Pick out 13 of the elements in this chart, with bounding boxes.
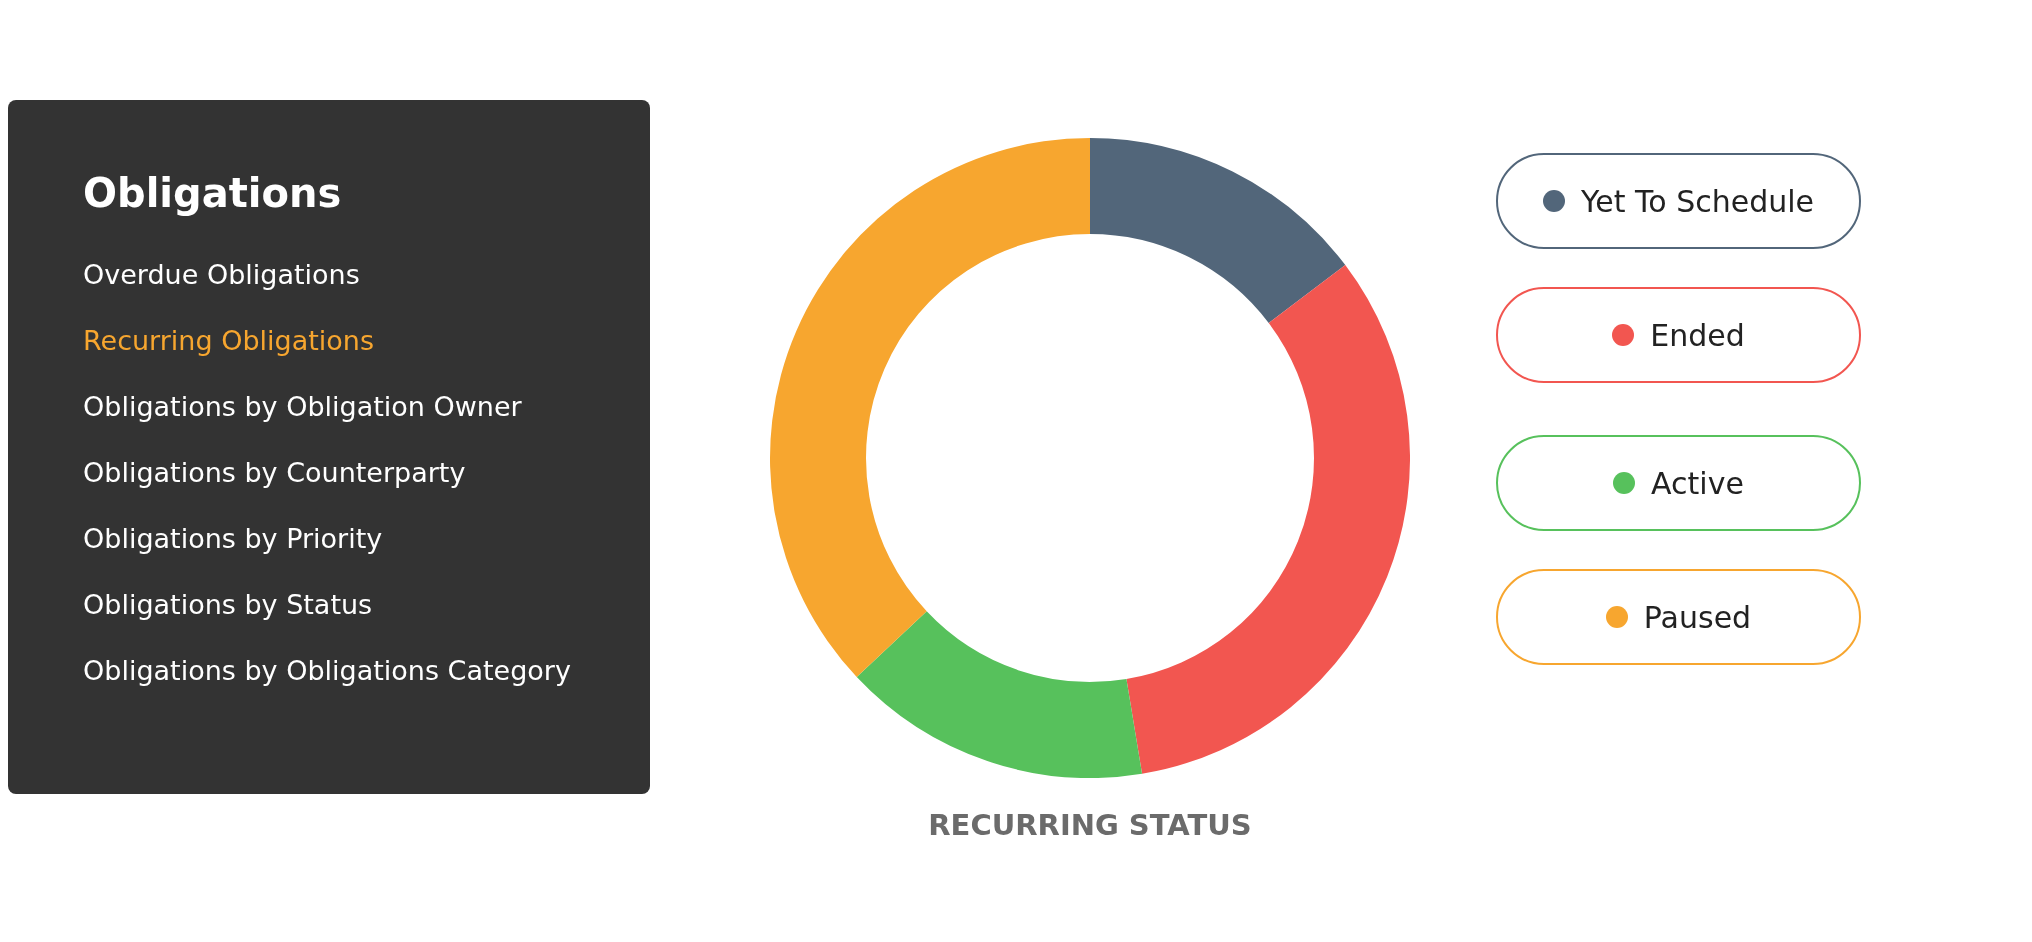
text: Obligations by Priority	[83, 522, 384, 556]
text: Obligations	[83, 170, 343, 216]
text: Recurring Obligations	[83, 324, 376, 358]
text: Overdue Obligations	[83, 258, 361, 292]
legend-label: Paused	[1643, 599, 1752, 635]
text: Obligations by Counterparty	[83, 456, 467, 490]
text: Obligations by Obligations Category	[83, 654, 572, 688]
text: Obligations by Status	[83, 588, 374, 622]
legend-label: Active	[1651, 465, 1744, 501]
text: RECURRING STATUS	[927, 808, 1253, 842]
legend-label: Yet To Schedule	[1580, 183, 1815, 219]
legend-label: Ended	[1650, 317, 1745, 353]
text: Obligations by Obligation Owner	[83, 390, 523, 424]
